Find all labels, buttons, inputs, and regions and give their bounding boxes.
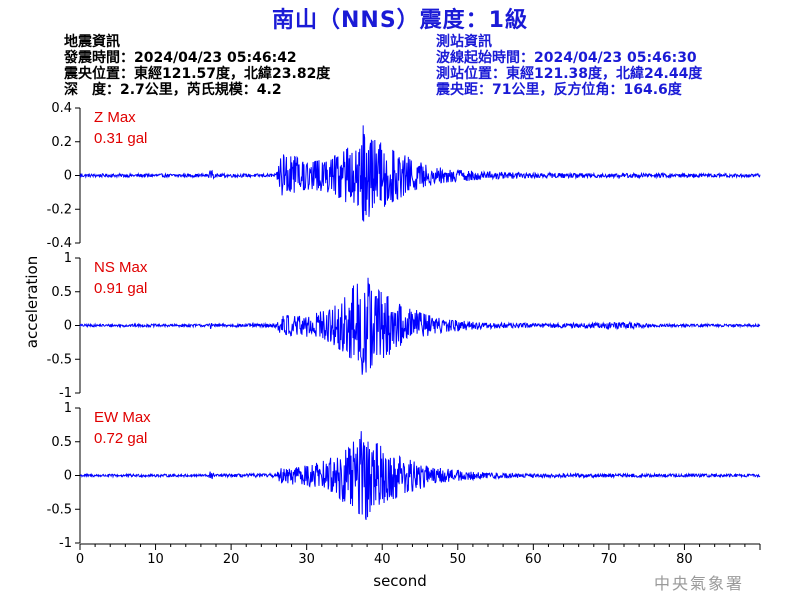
quake-info-heading: 地震資訊 xyxy=(64,34,120,50)
seismogram-panels: 0.4 0.2 0 -0.2 -0.4 Z Max 0.31 gal 1 0.5 0 -0.5 -1 N… xyxy=(47,101,761,551)
station-info-heading: 測站資訊 xyxy=(436,34,492,50)
y-tick-label: 0.5 xyxy=(51,285,72,300)
max-label: NS Max xyxy=(94,259,148,276)
y-tick-label: 0.4 xyxy=(51,101,72,116)
x-axis: 0 10 20 30 40 50 60 70 80 xyxy=(76,543,761,567)
panel-ns: 1 0.5 0 -0.5 -1 NS Max 0.91 gal xyxy=(47,251,761,401)
page-title: 南山（NNS）震度：1級 xyxy=(272,8,528,33)
quake-depth-magnitude: 深 度：2.7公里，芮氏規模：4.2 xyxy=(64,82,282,98)
quake-origin-time: 發震時間：2024/04/23 05:46:42 xyxy=(64,50,297,66)
epicentral-distance: 震央距：71公里，反方位角：164.6度 xyxy=(436,82,682,98)
agency-name: 中央氣象署 xyxy=(654,574,745,593)
x-tick-label: 40 xyxy=(374,552,391,567)
panel-z: 0.4 0.2 0 -0.2 -0.4 Z Max 0.31 gal xyxy=(47,101,761,251)
station-info: 測站資訊 波線起始時間：2024/04/23 05:46:30 測站位置：東經1… xyxy=(436,34,702,98)
waveform-trace-ns xyxy=(79,277,761,375)
max-value: 0.72 gal xyxy=(94,430,147,447)
station-location: 測站位置：東經121.38度，北緯24.44度 xyxy=(436,66,703,82)
y-tick-label: 1 xyxy=(64,251,72,266)
waveform-trace-ew xyxy=(79,431,761,521)
x-tick-label: 70 xyxy=(601,552,618,567)
y-tick-label: 1 xyxy=(64,401,72,416)
y-tick-label: -0.2 xyxy=(47,202,72,217)
waveform-start-time: 波線起始時間：2024/04/23 05:46:30 xyxy=(436,50,697,66)
y-tick-label: -0.4 xyxy=(47,236,72,251)
x-tick-label: 80 xyxy=(676,552,693,567)
y-tick-label: -0.5 xyxy=(47,502,72,517)
x-tick-label: 0 xyxy=(76,552,84,567)
y-tick-label: 0 xyxy=(64,169,72,184)
waveform-trace-z xyxy=(79,125,761,222)
y-tick-label: -1 xyxy=(59,386,72,401)
x-tick-label: 60 xyxy=(525,552,542,567)
y-tick-label: 0.2 xyxy=(51,135,72,150)
x-axis-title: second xyxy=(373,572,427,590)
y-tick-label: -1 xyxy=(59,536,72,551)
quake-info: 地震資訊 發震時間：2024/04/23 05:46:42 震央位置：東經121… xyxy=(64,34,330,98)
y-tick-label: 0 xyxy=(64,319,72,334)
y-axis-title: acceleration xyxy=(23,256,41,348)
y-tick-label: 0 xyxy=(64,469,72,484)
quake-epicenter: 震央位置：東經121.57度，北緯23.82度 xyxy=(64,66,331,82)
x-tick-label: 30 xyxy=(298,552,315,567)
x-tick-label: 20 xyxy=(223,552,240,567)
y-tick-label: 0.5 xyxy=(51,435,72,450)
y-tick-label: -0.5 xyxy=(47,352,72,367)
max-value: 0.91 gal xyxy=(94,280,147,297)
max-value: 0.31 gal xyxy=(94,130,147,147)
x-tick-label: 10 xyxy=(147,552,164,567)
max-label: EW Max xyxy=(94,409,151,426)
x-tick-label: 50 xyxy=(450,552,467,567)
panel-ew: 1 0.5 0 -0.5 -1 EW Max 0.72 gal xyxy=(47,401,761,551)
max-label: Z Max xyxy=(94,109,136,126)
